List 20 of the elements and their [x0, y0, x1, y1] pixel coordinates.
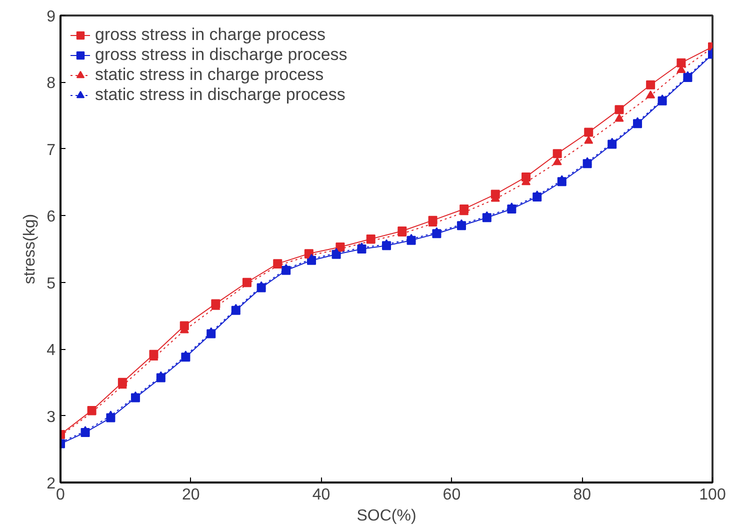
- legend-label: gross stress in charge process: [95, 25, 326, 45]
- legend-label: gross stress in discharge process: [95, 45, 348, 65]
- y-tick-label: 9: [46, 8, 56, 26]
- x-axis-title: SOC(%): [356, 508, 416, 524]
- legend-label: static stress in charge process: [95, 65, 324, 85]
- x-tick-label: 100: [699, 486, 726, 504]
- y-tick-label: 2: [46, 476, 56, 492]
- legend-label: static stress in discharge process: [95, 85, 346, 105]
- x-tick-label: 20: [182, 486, 200, 504]
- y-tick-label: 5: [46, 275, 56, 292]
- x-tick-label: 40: [312, 486, 330, 504]
- x-tick-label: 60: [442, 486, 461, 504]
- y-tick-label: 6: [46, 208, 56, 226]
- y-tick-label: 7: [46, 142, 56, 159]
- y-tick-label: 4: [46, 342, 56, 360]
- y-tick-label: 8: [46, 75, 56, 92]
- y-tick-label: 3: [46, 408, 56, 426]
- x-tick-label: 0: [56, 486, 66, 504]
- x-tick-label: 80: [573, 486, 592, 504]
- y-axis-title: stress(kg): [22, 214, 39, 284]
